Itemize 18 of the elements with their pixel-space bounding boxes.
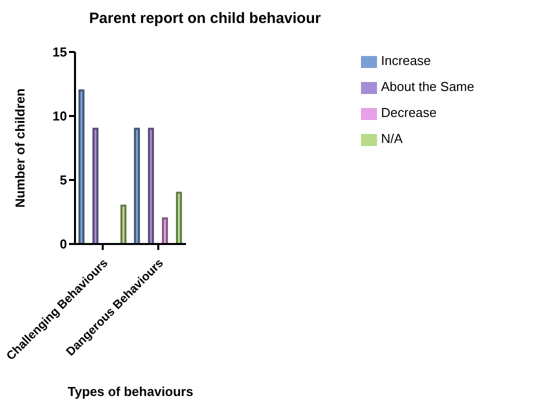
legend-label: Decrease (381, 105, 437, 120)
chart-title: Parent report on child behaviour (88, 10, 322, 27)
y-tick-label: 15 (52, 44, 67, 60)
bar (92, 128, 98, 244)
y-tick-label: 0 (60, 236, 67, 252)
legend-label: About the Same (381, 79, 474, 94)
bar (176, 192, 182, 244)
y-tick-label: 5 (60, 172, 67, 188)
y-tick-label: 10 (52, 108, 67, 124)
bar (134, 128, 140, 244)
legend-label: Increase (381, 53, 431, 68)
bar (148, 128, 154, 244)
legend-label: N/A (381, 131, 403, 146)
bar (78, 89, 84, 244)
y-axis-title: Number of children (12, 88, 28, 208)
bar (120, 204, 126, 244)
x-axis-title: Types of behaviours (68, 384, 194, 399)
bar (162, 217, 168, 244)
